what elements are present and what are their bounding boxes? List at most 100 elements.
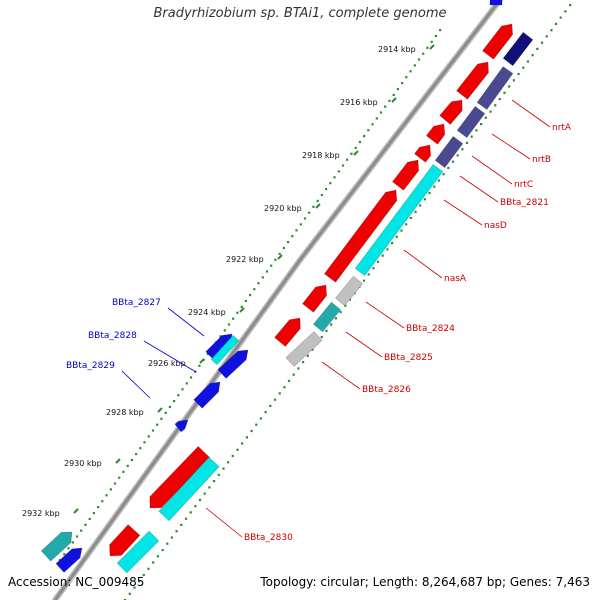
scale-dot-inner bbox=[147, 567, 150, 570]
scale-dot-outer bbox=[232, 317, 235, 320]
gene-BBta-2829 bbox=[193, 381, 221, 409]
scale-dot-inner bbox=[194, 505, 197, 508]
scale-dot-inner bbox=[320, 335, 323, 339]
gene-top-1 bbox=[489, 0, 503, 6]
scale-dot-outer bbox=[105, 494, 108, 497]
scale-dot-inner bbox=[400, 229, 403, 232]
scale-dot-outer bbox=[84, 523, 87, 526]
gene-label-reverse: BBta_2824 bbox=[406, 324, 455, 334]
scale-dot-inner bbox=[189, 511, 192, 514]
scale-dot-outer bbox=[198, 364, 201, 367]
scale-dot-outer bbox=[278, 252, 281, 255]
gene-leader-line bbox=[167, 307, 205, 337]
scale-dot-inner bbox=[213, 480, 216, 483]
scale-dot-inner bbox=[128, 592, 131, 595]
scale-dot-inner bbox=[508, 85, 511, 88]
scale-dot-outer bbox=[434, 34, 437, 38]
gene-label-reverse: nasA bbox=[444, 274, 467, 284]
scale-dot-inner bbox=[306, 354, 309, 357]
tick-mark bbox=[239, 307, 245, 313]
scale-dot-outer bbox=[270, 264, 273, 267]
scale-dot-inner bbox=[278, 392, 281, 395]
gene-leader-line bbox=[143, 340, 197, 373]
scale-dot-inner bbox=[484, 116, 487, 119]
scale-dot-inner bbox=[287, 379, 291, 382]
scale-dot-inner bbox=[419, 204, 422, 207]
homolog-BBta-2826 bbox=[285, 331, 323, 367]
scale-dot-outer bbox=[151, 429, 155, 432]
scale-dot-inner bbox=[512, 79, 515, 82]
scale-dot-inner bbox=[475, 129, 478, 132]
scale-dot-outer bbox=[244, 299, 247, 303]
scale-dot-outer bbox=[80, 529, 83, 532]
homolog-BBta-2821 bbox=[434, 135, 464, 169]
scale-dot-inner bbox=[465, 141, 469, 144]
scale-dot-outer bbox=[236, 311, 239, 314]
scale-dot-outer bbox=[325, 188, 328, 191]
scale-dot-inner bbox=[564, 10, 567, 13]
gene-label-reverse: BBta_2830 bbox=[244, 533, 293, 543]
scale-dot-outer bbox=[282, 246, 285, 250]
scale-dot-outer bbox=[147, 435, 150, 438]
scale-dot-outer bbox=[303, 217, 307, 220]
scale-dot-outer bbox=[118, 476, 121, 479]
gene-leader-line bbox=[321, 361, 361, 390]
gene-nasD-part bbox=[414, 144, 432, 163]
scale-dot-inner bbox=[170, 536, 173, 539]
scale-dot-outer bbox=[253, 288, 256, 291]
gene-leader-line bbox=[205, 507, 243, 538]
scale-dot-outer bbox=[384, 105, 387, 108]
scale-dot-outer bbox=[71, 541, 74, 544]
scale-dot-outer bbox=[417, 58, 421, 61]
scale-dot-inner bbox=[437, 179, 440, 182]
genes-layer bbox=[40, 0, 534, 574]
gene-label-forward: BBta_2828 bbox=[88, 331, 137, 341]
scale-dot-inner bbox=[372, 267, 375, 270]
scale-dot-inner bbox=[259, 417, 262, 420]
scale-dot-inner bbox=[175, 530, 178, 533]
scale-dot-outer bbox=[122, 470, 125, 473]
scale-dot-inner bbox=[362, 279, 366, 282]
scale-dot-outer bbox=[101, 500, 104, 503]
gene-leader-line bbox=[443, 199, 483, 226]
gene-nrtA bbox=[482, 23, 513, 60]
scale-dot-outer bbox=[274, 258, 277, 261]
scale-dot-outer bbox=[219, 335, 222, 338]
genome-backbone bbox=[53, 0, 502, 600]
homolog-nrtB bbox=[476, 66, 514, 110]
scale-dot-inner bbox=[526, 60, 529, 63]
scale-dot-outer bbox=[143, 441, 146, 444]
tick-label: 2930 kbp bbox=[64, 459, 102, 468]
scale-dot-inner bbox=[292, 373, 295, 376]
scale-dot-outer bbox=[312, 205, 315, 208]
scale-dot-outer bbox=[439, 29, 442, 32]
scale-dot-inner bbox=[536, 47, 539, 50]
scale-dot-outer bbox=[422, 52, 425, 55]
scale-dot-outer bbox=[329, 182, 332, 185]
gene-nrtB bbox=[456, 61, 489, 100]
scale-dot-inner bbox=[142, 573, 145, 577]
homolog-nrtC bbox=[456, 105, 486, 139]
scale-dot-outer bbox=[189, 376, 193, 379]
scale-dot-inner bbox=[245, 436, 248, 439]
scale-dot-outer bbox=[265, 270, 269, 273]
scale-dot-inner bbox=[269, 404, 272, 407]
scale-dot-outer bbox=[135, 453, 138, 456]
scale-dot-inner bbox=[138, 580, 141, 583]
scale-dot-inner bbox=[395, 235, 398, 238]
accession-label: Accession: NC_009485 bbox=[8, 575, 145, 589]
scale-dot-inner bbox=[470, 135, 473, 138]
scale-dot-outer bbox=[181, 388, 184, 391]
tick-mark bbox=[199, 358, 205, 364]
scale-dot-inner bbox=[152, 561, 155, 564]
scale-dot-inner bbox=[264, 411, 267, 414]
scale-dot-outer bbox=[168, 405, 171, 409]
gene-leader-line bbox=[459, 175, 499, 203]
scale-dot-inner bbox=[222, 467, 225, 470]
labels-layer: BBta_2827 BBta_2828 BBta_2829 nrtA nrtB nrtC B… bbox=[66, 99, 572, 543]
scale-dot-inner bbox=[339, 310, 342, 314]
genome-summary-label: Topology: circular; Length: 8,264,687 bp… bbox=[260, 575, 590, 589]
scale-dot-inner bbox=[451, 160, 455, 163]
scale-dot-outer bbox=[63, 553, 66, 556]
